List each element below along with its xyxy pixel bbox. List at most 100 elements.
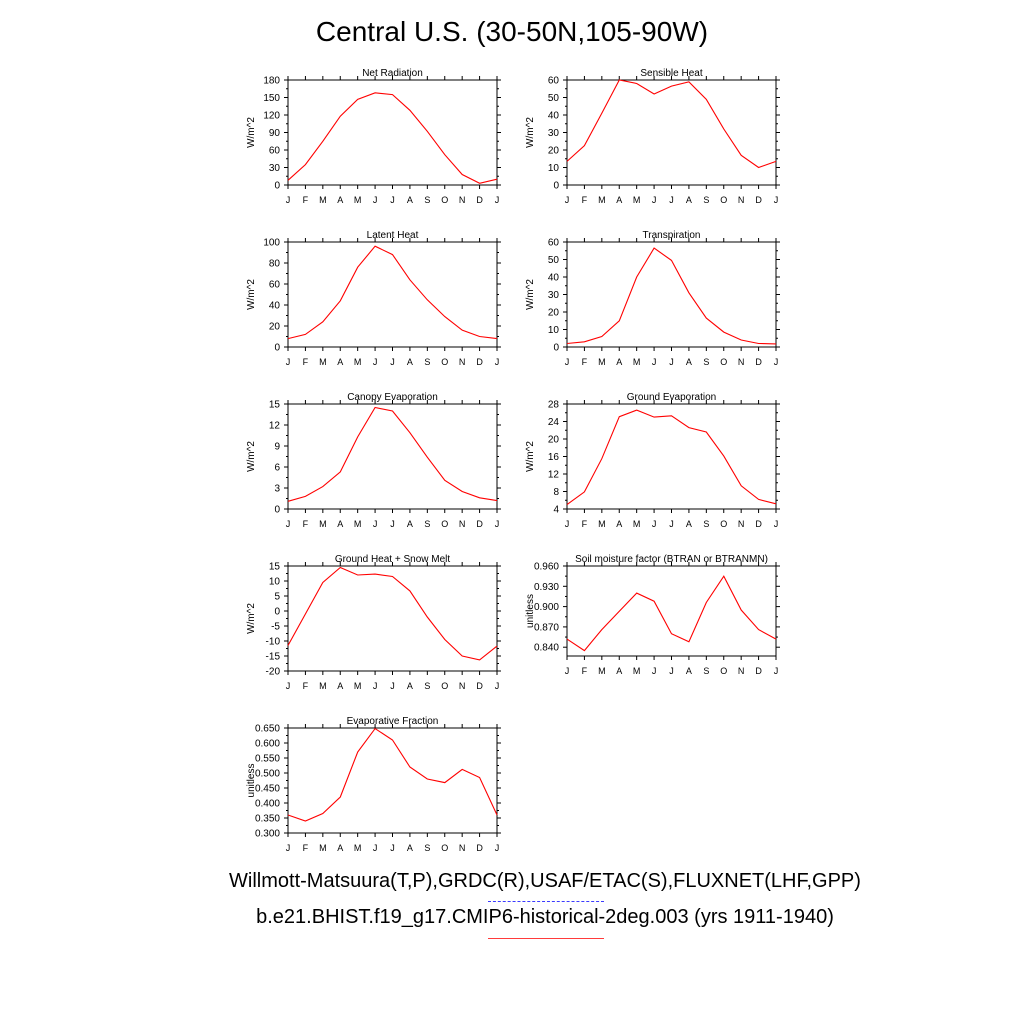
x-tick-label: M [598, 666, 606, 676]
panel-title: Soil moisture factor (BTRAN or BTRANMN) [575, 554, 768, 565]
x-tick-label: M [319, 195, 327, 205]
x-tick-label: A [407, 681, 413, 691]
y-tick-label: 120 [263, 111, 280, 122]
panel-title: Ground Evaporation [627, 392, 717, 403]
x-tick-label: M [633, 519, 641, 529]
x-tick-label: J [495, 195, 500, 205]
x-tick-label: J [565, 195, 570, 205]
y-tick-label: 9 [274, 442, 280, 453]
y-tick-label: 30 [269, 163, 281, 174]
y-tick-label: -15 [266, 652, 281, 663]
y-tick-label: 15 [269, 400, 281, 411]
plot-frame [566, 241, 777, 348]
y-tick-label: 16 [548, 452, 560, 463]
x-tick-label: N [738, 519, 745, 529]
x-tick-label: J [373, 519, 378, 529]
plot-frame [566, 403, 777, 510]
x-tick-label: A [407, 519, 413, 529]
x-tick-label: A [337, 195, 343, 205]
plot-frame [566, 565, 777, 657]
y-tick-label: 20 [548, 435, 560, 446]
y-tick-label: 150 [263, 93, 280, 104]
x-tick-label: A [337, 843, 343, 853]
y-tick-label: 0.870 [534, 622, 559, 633]
y-axis-label: unitless [525, 594, 536, 628]
x-tick-label: J [286, 843, 291, 853]
y-tick-label: 60 [269, 280, 281, 291]
x-tick-label: J [565, 357, 570, 367]
y-tick-label: 0.930 [534, 582, 559, 593]
observation-legend-line [488, 901, 604, 902]
x-tick-label: N [738, 666, 745, 676]
x-tick-label: S [424, 681, 430, 691]
y-tick-label: 0.450 [255, 784, 280, 795]
x-tick-label: J [774, 357, 779, 367]
y-tick-label: 0.840 [534, 643, 559, 654]
y-tick-label: 50 [548, 255, 560, 266]
y-tick-label: 180 [263, 76, 280, 87]
x-tick-label: O [720, 519, 727, 529]
x-tick-label: O [441, 681, 448, 691]
panel-title: Sensible Heat [640, 68, 702, 79]
x-tick-label: M [354, 519, 362, 529]
y-axis-label: W/m^2 [525, 441, 536, 472]
model-legend-line [488, 938, 604, 939]
y-tick-label: 30 [548, 290, 560, 301]
y-tick-label: 10 [269, 577, 281, 588]
x-tick-label: D [755, 519, 762, 529]
y-tick-label: -10 [266, 637, 281, 648]
plot-frame [287, 727, 498, 834]
x-tick-label: J [669, 195, 674, 205]
x-tick-label: N [459, 519, 466, 529]
y-tick-label: 0 [274, 505, 280, 516]
y-tick-label: 4 [553, 505, 559, 516]
x-tick-label: O [720, 195, 727, 205]
x-tick-label: O [441, 357, 448, 367]
x-tick-label: A [337, 519, 343, 529]
y-tick-label: 40 [548, 111, 560, 122]
x-tick-label: M [319, 681, 327, 691]
x-tick-label: J [565, 666, 570, 676]
y-tick-label: 0 [274, 607, 280, 618]
x-tick-label: J [373, 843, 378, 853]
y-tick-label: 30 [548, 128, 560, 139]
x-tick-label: J [495, 357, 500, 367]
x-tick-label: J [286, 681, 291, 691]
x-tick-label: O [441, 519, 448, 529]
x-tick-label: F [582, 195, 588, 205]
model-series-line [287, 92, 498, 184]
x-tick-label: M [354, 843, 362, 853]
x-tick-label: F [582, 357, 588, 367]
x-tick-label: A [616, 666, 622, 676]
x-tick-label: J [669, 519, 674, 529]
x-tick-label: J [774, 666, 779, 676]
x-tick-label: A [686, 357, 692, 367]
x-tick-label: M [354, 195, 362, 205]
plot-frame [566, 79, 777, 186]
x-tick-label: M [354, 357, 362, 367]
x-tick-label: N [459, 843, 466, 853]
x-tick-label: O [441, 195, 448, 205]
observation-source-caption: Willmott-Matsuura(T,P),GRDC(R),USAF/ETAC… [229, 870, 861, 892]
y-tick-label: 12 [269, 421, 281, 432]
page-title: Central U.S. (30-50N,105-90W) [315, 16, 709, 47]
y-tick-label: 0.900 [534, 602, 559, 613]
x-tick-label: S [424, 195, 430, 205]
model-series-line [566, 575, 777, 652]
x-tick-label: J [495, 843, 500, 853]
x-tick-label: M [319, 843, 327, 853]
y-tick-label: 5 [274, 592, 280, 603]
y-tick-label: 28 [548, 400, 560, 411]
y-tick-label: 0.600 [255, 739, 280, 750]
x-tick-label: D [476, 681, 483, 691]
x-tick-label: J [565, 519, 570, 529]
y-tick-label: 0.500 [255, 769, 280, 780]
x-tick-label: M [633, 666, 641, 676]
x-tick-label: J [652, 195, 657, 205]
y-axis-label: W/m^2 [246, 441, 257, 472]
x-tick-label: N [738, 195, 745, 205]
y-tick-label: 0 [274, 343, 280, 354]
x-tick-label: D [755, 666, 762, 676]
